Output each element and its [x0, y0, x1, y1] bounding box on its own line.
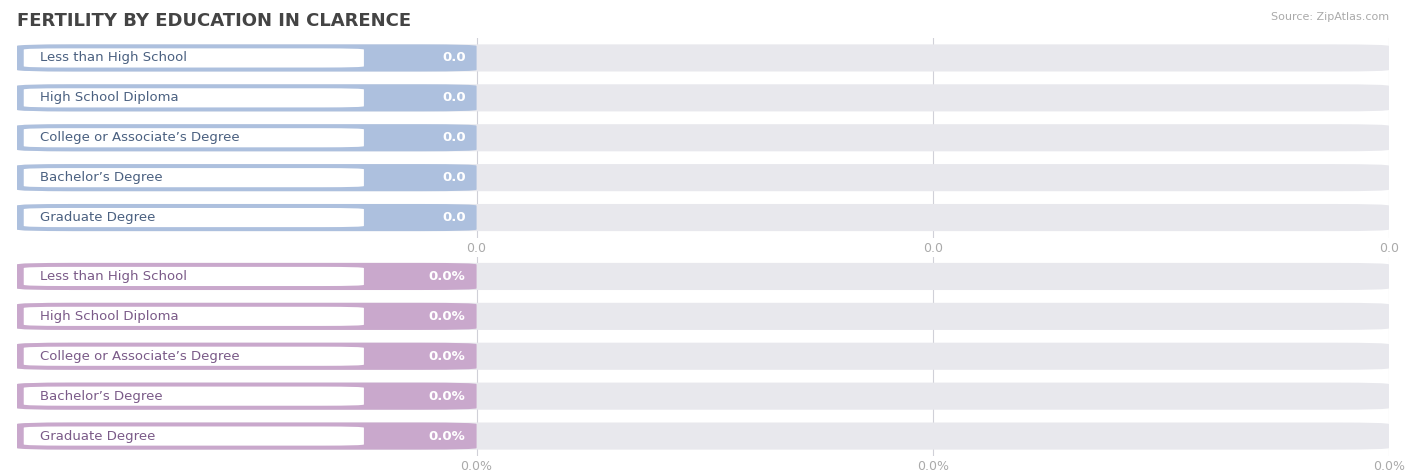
FancyBboxPatch shape — [17, 44, 477, 72]
Text: 0.0%: 0.0% — [429, 390, 465, 403]
FancyBboxPatch shape — [17, 422, 1389, 450]
FancyBboxPatch shape — [24, 387, 364, 406]
Text: 0.0: 0.0 — [441, 51, 465, 65]
FancyBboxPatch shape — [17, 164, 1389, 191]
FancyBboxPatch shape — [17, 263, 477, 290]
FancyBboxPatch shape — [17, 303, 477, 330]
FancyBboxPatch shape — [24, 307, 364, 326]
Text: 0.0: 0.0 — [441, 91, 465, 104]
FancyBboxPatch shape — [24, 88, 364, 107]
FancyBboxPatch shape — [17, 84, 1389, 112]
FancyBboxPatch shape — [17, 204, 477, 231]
Text: 0.0%: 0.0% — [429, 429, 465, 443]
Text: 0.0%: 0.0% — [429, 270, 465, 283]
Text: High School Diploma: High School Diploma — [41, 310, 179, 323]
Text: 0.0: 0.0 — [441, 171, 465, 184]
FancyBboxPatch shape — [24, 168, 364, 187]
FancyBboxPatch shape — [24, 48, 364, 67]
Text: FERTILITY BY EDUCATION IN CLARENCE: FERTILITY BY EDUCATION IN CLARENCE — [17, 12, 411, 30]
FancyBboxPatch shape — [17, 342, 477, 370]
FancyBboxPatch shape — [24, 128, 364, 147]
FancyBboxPatch shape — [17, 124, 477, 152]
Text: College or Associate’s Degree: College or Associate’s Degree — [41, 350, 240, 363]
FancyBboxPatch shape — [17, 342, 1389, 370]
FancyBboxPatch shape — [17, 84, 477, 112]
Text: College or Associate’s Degree: College or Associate’s Degree — [41, 131, 240, 144]
FancyBboxPatch shape — [17, 263, 1389, 290]
FancyBboxPatch shape — [17, 422, 477, 450]
Text: 0.0%: 0.0% — [429, 350, 465, 363]
Text: Less than High School: Less than High School — [41, 51, 187, 65]
Text: Graduate Degree: Graduate Degree — [41, 429, 156, 443]
FancyBboxPatch shape — [17, 303, 1389, 330]
Text: 0.0%: 0.0% — [429, 310, 465, 323]
FancyBboxPatch shape — [17, 382, 1389, 410]
FancyBboxPatch shape — [24, 208, 364, 227]
FancyBboxPatch shape — [24, 267, 364, 286]
Text: 0.0: 0.0 — [441, 211, 465, 224]
Text: Bachelor’s Degree: Bachelor’s Degree — [41, 171, 163, 184]
Text: High School Diploma: High School Diploma — [41, 91, 179, 104]
FancyBboxPatch shape — [24, 347, 364, 366]
FancyBboxPatch shape — [17, 44, 1389, 72]
FancyBboxPatch shape — [17, 382, 477, 410]
Text: Graduate Degree: Graduate Degree — [41, 211, 156, 224]
Text: Less than High School: Less than High School — [41, 270, 187, 283]
FancyBboxPatch shape — [17, 204, 1389, 231]
Text: 0.0: 0.0 — [441, 131, 465, 144]
Text: Bachelor’s Degree: Bachelor’s Degree — [41, 390, 163, 403]
FancyBboxPatch shape — [24, 427, 364, 446]
FancyBboxPatch shape — [17, 124, 1389, 152]
FancyBboxPatch shape — [17, 164, 477, 191]
Text: Source: ZipAtlas.com: Source: ZipAtlas.com — [1271, 12, 1389, 22]
